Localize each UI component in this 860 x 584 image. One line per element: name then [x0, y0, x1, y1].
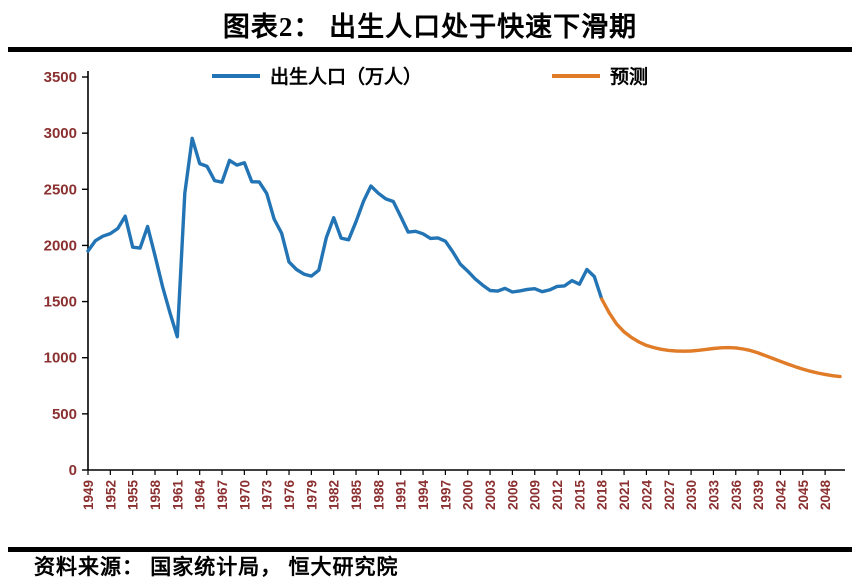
x-tick-label: 2036	[729, 480, 744, 511]
x-tick-label: 1988	[371, 480, 386, 511]
chart-area: 0 500 1000 1500 2000 2500 3000 3500 1949 1952 1955…	[0, 52, 860, 552]
x-tick-label: 1997	[438, 480, 453, 510]
birth-population-chart: 0 500 1000 1500 2000 2500 3000 3500 1949 1952 1955…	[44, 69, 845, 511]
x-tick-label: 2018	[595, 480, 610, 511]
x-tick-label: 2045	[796, 480, 811, 511]
x-tick-label: 1973	[260, 480, 275, 511]
bottom-divider	[8, 547, 852, 552]
y-tick-label: 2500	[44, 181, 77, 198]
y-tick-label: 2000	[44, 237, 77, 254]
y-tick-label: 500	[52, 406, 77, 423]
series-line-forecast	[600, 297, 842, 379]
x-tick-label: 1976	[282, 480, 297, 511]
x-tick-label: 2012	[550, 480, 565, 510]
top-divider	[8, 47, 852, 52]
x-tick-label: 1952	[103, 480, 118, 510]
x-tick-label: 1964	[193, 480, 208, 511]
y-tick-label: 1500	[44, 294, 77, 311]
y-tick-label: 3500	[44, 69, 77, 86]
x-tick-label: 1991	[394, 480, 409, 511]
y-tick-label: 3000	[44, 125, 77, 142]
x-tick-label: 2024	[639, 480, 654, 511]
x-tick-label: 2042	[773, 480, 788, 510]
y-tick-label: 1000	[44, 350, 77, 367]
x-tick-label: 1982	[327, 480, 342, 510]
x-tick-label: 2003	[483, 480, 498, 511]
x-tick-label: 2048	[818, 480, 833, 511]
x-tick-label: 1949	[81, 480, 96, 510]
x-tick-label: 2015	[572, 480, 587, 511]
x-tick-label: 2009	[528, 480, 543, 510]
x-tick-label: 1958	[148, 480, 163, 511]
y-tick-label: 0	[69, 462, 77, 479]
x-tick-label: 2039	[751, 480, 766, 510]
x-tick-label: 2027	[662, 480, 677, 510]
x-tick-label: 2021	[617, 480, 632, 511]
x-tick-label: 2033	[706, 480, 721, 511]
source-note: 资料来源： 国家统计局， 恒大研究院	[34, 555, 399, 579]
x-tick-label: 1967	[215, 480, 230, 510]
x-tick-label: 2000	[461, 480, 476, 510]
x-tick-label: 1985	[349, 480, 364, 511]
chart-title: 图表2： 出生人口处于快速下滑期	[222, 12, 638, 42]
x-tick-label: 1994	[416, 480, 431, 511]
series-line-births	[86, 136, 604, 339]
x-tick-label: 2006	[505, 480, 520, 511]
x-tick-label: 1970	[237, 480, 252, 510]
x-tick-label: 1961	[170, 480, 185, 511]
x-tick-label: 1979	[304, 480, 319, 510]
x-tick-label: 1955	[126, 480, 141, 511]
x-tick-label: 2030	[684, 480, 699, 510]
